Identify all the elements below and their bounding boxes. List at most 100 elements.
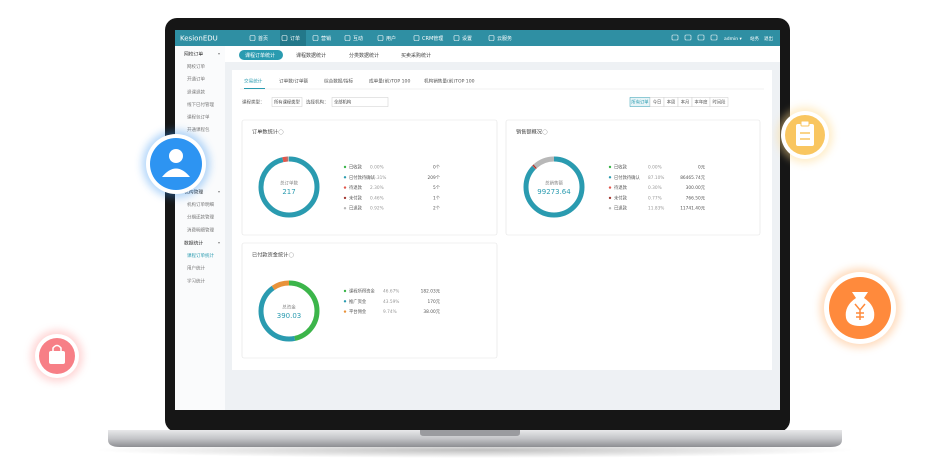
nav-icon — [344, 35, 351, 41]
nav-item[interactable]: 营销 — [321, 35, 331, 42]
nav-icon — [413, 35, 420, 41]
legend-dot — [343, 300, 347, 303]
time-button[interactable] — [709, 97, 729, 107]
nav-item[interactable]: 首页 — [258, 35, 268, 42]
subtab[interactable]: 交易统计 — [244, 78, 263, 85]
nav-icon — [312, 35, 319, 41]
legend-percent: 11.83% — [648, 206, 664, 212]
nav-icon — [281, 35, 288, 41]
nav-icon — [453, 35, 460, 41]
header-icon — [710, 34, 718, 41]
sidebar-item[interactable]: 开通订单 — [187, 76, 205, 83]
legend-name: 平台佣金 — [349, 308, 367, 315]
legend-dot — [608, 196, 612, 200]
nav-item[interactable]: 互动 — [353, 35, 363, 42]
donut-label: 总订单数 — [280, 180, 298, 187]
legend-dot — [343, 207, 347, 210]
nav-item[interactable]: 设置 — [462, 35, 472, 42]
sidebar-group[interactable]: 网校订单 — [184, 51, 203, 58]
filter-label: 选择机构： — [306, 99, 329, 106]
card-title: 订单数统计 — [252, 128, 278, 136]
tab[interactable]: 分类数据统计 — [349, 52, 379, 59]
legend-amount: 170元 — [428, 299, 441, 305]
nav-item[interactable]: 用户 — [386, 35, 396, 42]
legend-dot — [343, 289, 347, 293]
legend-percent: 0.92% — [370, 206, 384, 212]
user-badge — [142, 130, 210, 198]
caret: ▾ — [218, 240, 220, 245]
select[interactable] — [331, 97, 389, 107]
tab[interactable]: 课程数据统计 — [296, 52, 326, 59]
time-button-label: 本月 — [681, 99, 690, 106]
money-badge — [820, 268, 900, 348]
sidebar — [175, 46, 225, 410]
legend-amount: 5个 — [433, 185, 441, 191]
header-link[interactable]: 站务 — [750, 35, 759, 42]
legend-percent: 46.67% — [383, 289, 399, 295]
legend-name: 推广资金 — [349, 298, 367, 305]
sidebar-item[interactable]: 课程包订单 — [187, 114, 210, 121]
legend-dot — [343, 176, 347, 179]
sidebar-item[interactable]: 学习统计 — [187, 277, 205, 284]
card — [241, 242, 498, 359]
legend-name: 已收款 — [614, 164, 628, 171]
legend-name: 已付款待确认 — [349, 174, 375, 181]
sidebar-item[interactable]: 退课退款 — [187, 88, 205, 95]
legend-percent: 0.00% — [648, 165, 662, 171]
card-title: 销售额概况 — [516, 128, 543, 136]
sidebar-item[interactable]: 课程订单统计 — [187, 252, 214, 259]
tab-active — [239, 50, 283, 60]
nav-item[interactable]: 云服务 — [497, 35, 512, 42]
sidebar-item[interactable]: 网校订单 — [187, 63, 205, 70]
sidebar-item[interactable]: 用户统计 — [187, 265, 205, 272]
sidebar-item[interactable]: 分期还款管理 — [187, 214, 214, 221]
legend-name: 已退款 — [349, 205, 363, 212]
legend-amount: 1个 — [433, 195, 441, 201]
legend-amount: 209个 — [428, 175, 441, 181]
subtab[interactable]: 订单数/订单额 — [279, 78, 309, 85]
caret: ▾ — [218, 189, 220, 194]
legend-dot — [343, 186, 347, 189]
bag-badge — [31, 330, 83, 382]
notch — [420, 430, 520, 436]
legend-dot — [608, 165, 612, 169]
sidebar-item[interactable]: 线下已付管理 — [187, 101, 214, 108]
legend-dot — [343, 310, 347, 313]
donut-value: 390.03 — [277, 312, 302, 320]
tab[interactable]: 买卖采购统计 — [401, 52, 431, 59]
sidebar-item[interactable]: 开通课程包 — [187, 126, 210, 133]
legend-name: 课程所得资金 — [349, 288, 375, 295]
sidebar-group[interactable]: 数据统计 — [184, 240, 203, 247]
subtab[interactable]: 综合数据/指标 — [324, 78, 354, 85]
subtab[interactable]: 成单量(前)TOP 100 — [369, 78, 410, 85]
header-link[interactable]: 退出 — [764, 35, 773, 42]
donut-segment — [258, 280, 320, 342]
time-button-label: 所有订单 — [631, 99, 649, 106]
nav-item[interactable]: 订单 — [290, 35, 300, 42]
header-icon — [684, 34, 692, 41]
user-menu[interactable]: admin ▾ — [724, 36, 743, 42]
tab-bar — [225, 46, 780, 62]
nav-item[interactable]: CRM管理 — [422, 35, 443, 42]
legend-percent: 0.00% — [370, 165, 384, 171]
legend-amount: 38.00元 — [423, 309, 440, 315]
donut-segment — [258, 280, 320, 342]
donut-label: 总资金 — [282, 304, 296, 311]
nav-icon — [377, 35, 384, 41]
legend-percent: 43.59% — [383, 299, 399, 305]
subtab[interactable]: 机构销售量(前)TOP 100 — [424, 78, 475, 85]
donut-segment — [523, 156, 585, 218]
card-title: 已付款资金统计 — [252, 251, 288, 259]
donut-segment — [258, 156, 320, 218]
legend-amount: 2个 — [433, 206, 441, 212]
select[interactable] — [271, 97, 303, 107]
donut-label: 总销售额 — [545, 180, 563, 187]
legend-dot — [608, 207, 612, 210]
sidebar-item[interactable]: 消费明细管理 — [187, 226, 214, 233]
tab[interactable]: 课程订单统计 — [245, 52, 275, 59]
sidebar-item[interactable]: 机构订单明细 — [187, 201, 214, 208]
donut-value: 217 — [282, 188, 295, 196]
card — [505, 119, 761, 236]
time-button-label: 今日 — [653, 99, 662, 106]
legend-amount: 11741.40元 — [680, 206, 706, 212]
